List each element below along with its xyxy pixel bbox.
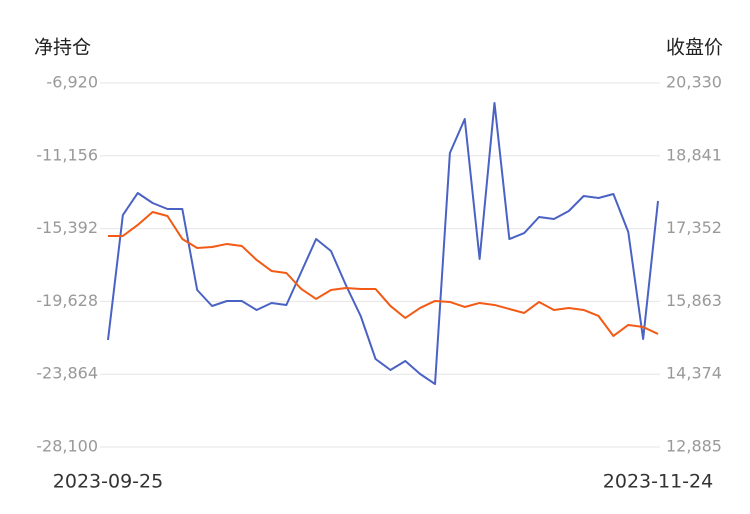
y2-tick-label: 15,863 [666, 291, 722, 310]
y-tick-label: -19,628 [36, 291, 98, 310]
y2-tick-label: 12,885 [666, 437, 722, 456]
y-tick-label: -15,392 [36, 218, 98, 237]
y-tick-label: -28,100 [36, 437, 98, 456]
y-tick-label: -23,864 [36, 364, 98, 383]
y-axis-title: 净持仓 [34, 37, 91, 59]
y2-tick-label: 17,352 [666, 218, 722, 237]
y-tick-label: -11,156 [36, 145, 98, 164]
y2-tick-label: 14,374 [666, 364, 722, 383]
series-line [107, 102, 659, 386]
y2-axis-title: 收盘价 [666, 37, 723, 59]
series-line [108, 210, 659, 337]
x-tick-label: 2023-09-25 [53, 471, 163, 493]
y2-tick-label: 20,330 [666, 73, 722, 92]
y-tick-label: -6,920 [46, 73, 98, 92]
x-tick-label: 2023-11-24 [603, 471, 713, 493]
y2-tick-label: 18,841 [666, 145, 722, 164]
